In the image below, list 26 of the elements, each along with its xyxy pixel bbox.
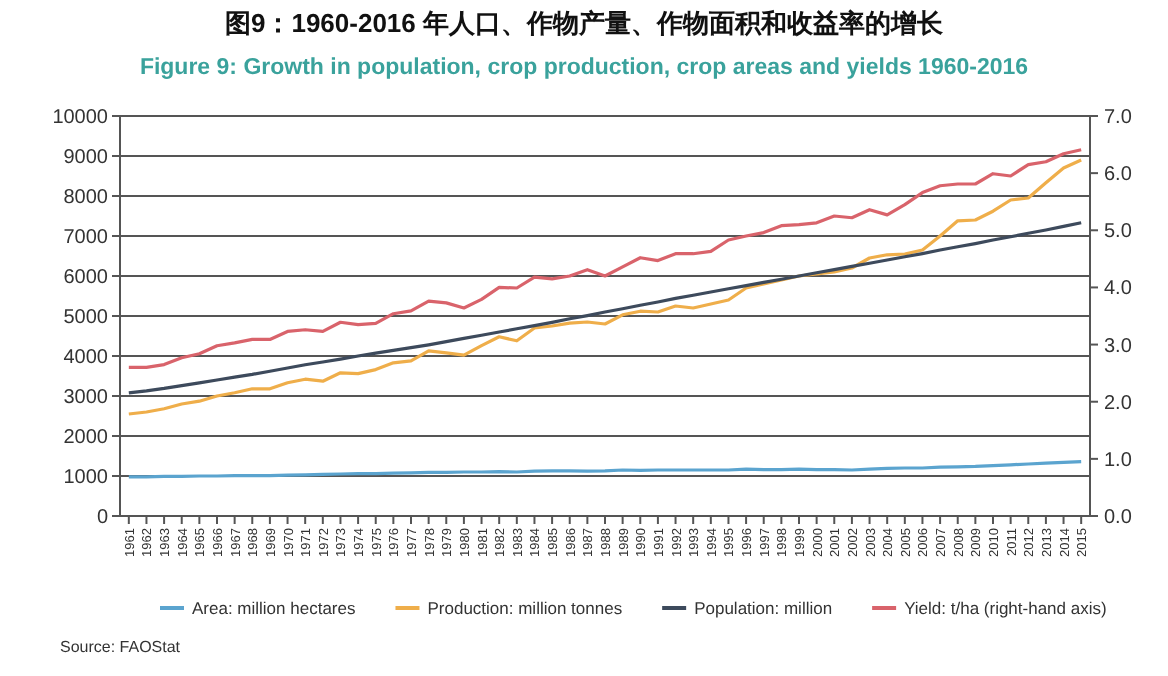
y2-tick-label: 0.0 [1104,507,1133,529]
y2-tick-label: 5.0 [1104,221,1133,244]
y-tick-label: 2000 [63,427,109,449]
y2-tick-label: 3.0 [1104,335,1133,358]
legend-label: Yield: t/ha (right-hand axis) [904,598,1107,618]
legend-label: Area: million hectares [192,598,356,618]
y2-tick-label: 4.0 [1104,278,1133,301]
y-tick-label: 10000 [52,107,109,129]
annotation: Source: FAOStat [60,638,181,656]
y-tick-label: 3000 [63,387,109,409]
y2-tick-label: 6.0 [1104,164,1133,187]
y-tick-label: 9000 [63,147,109,169]
y-tick-label: 4000 [63,347,109,369]
y-tick-label: 0 [96,507,109,529]
y2-tick-label: 2.0 [1104,392,1133,415]
title: 图9：1960-2016 年人口、作物产量、作物面积和收益率的增长 [225,8,943,38]
y2-tick-label: 1.0 [1104,449,1133,472]
y-tick-label: 1000 [63,467,109,489]
legend-label: Population: million [694,598,833,618]
legend-label: Production: million tonnes [427,598,623,618]
subtitle: Figure 9: Growth in population, crop production, crop areas and yields 1960-2016 [139,56,1029,80]
y-tick-label: 7000 [63,227,109,249]
y-tick-label: 8000 [63,187,109,209]
y-tick-label: 6000 [63,267,109,289]
y-tick-label: 5000 [63,307,109,329]
y2-tick-label: 7.0 [1104,107,1133,129]
